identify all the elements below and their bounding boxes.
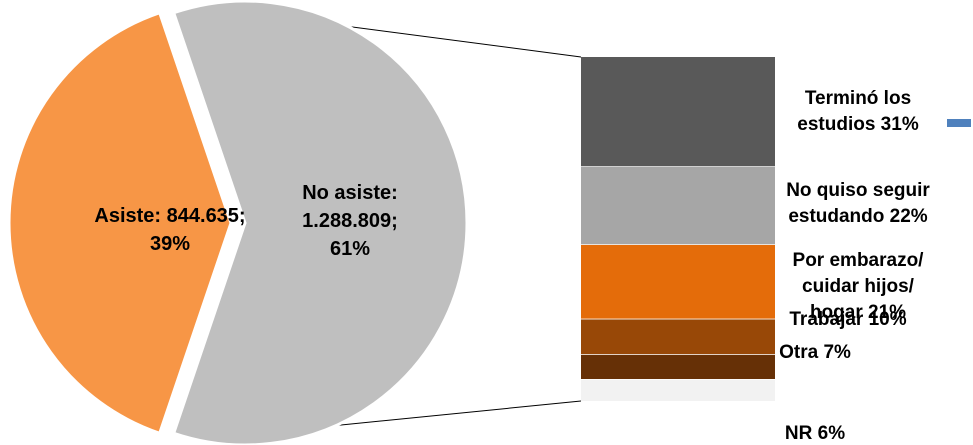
bar-segment-termino-los-estudios — [581, 57, 775, 167]
pie-labels: Asiste: 844.635; 39% No asiste: 1.288.809; 6… — [94, 182, 397, 260]
bar-label-no-quiso-seguir-estudando: No quiso seguir estudando 22% — [786, 180, 930, 227]
pie-slice-asiste — [7, 10, 233, 436]
bar-label-nr: NR 6% — [785, 423, 845, 444]
pie-label-no-asiste: No asiste: 1.288.809; 61% — [302, 182, 398, 260]
stacked-bar-chart — [581, 57, 775, 401]
bar-segment-no-quiso-seguir-estudando — [581, 166, 775, 245]
pie-chart — [7, 0, 469, 445]
bar-label-otra: Otra 7% — [779, 342, 851, 363]
bar-label-trabajar: Trabajar 10% — [789, 309, 906, 330]
bar-label-termino-los-estudios: Terminó los estudios 31% — [797, 88, 919, 135]
bar-segment-otra — [581, 354, 775, 380]
legend-swatch — [947, 119, 971, 127]
bar-segment-trabajar — [581, 319, 775, 355]
bar-segment-nr — [581, 379, 775, 401]
bar-segment-por-embarazo-cuidar-hijos-hogar — [581, 244, 775, 320]
bar-label-por-embarazo-cuidar-hijos-hogar: Por embarazo/cuidar hijos/hogar 21% — [793, 250, 925, 323]
pie-label-asiste: Asiste: 844.635; 39% — [94, 205, 245, 255]
bar-labels: Terminó los estudios 31% No quiso seguir es… — [779, 88, 930, 444]
pie-slice-no-asiste — [171, 0, 469, 445]
